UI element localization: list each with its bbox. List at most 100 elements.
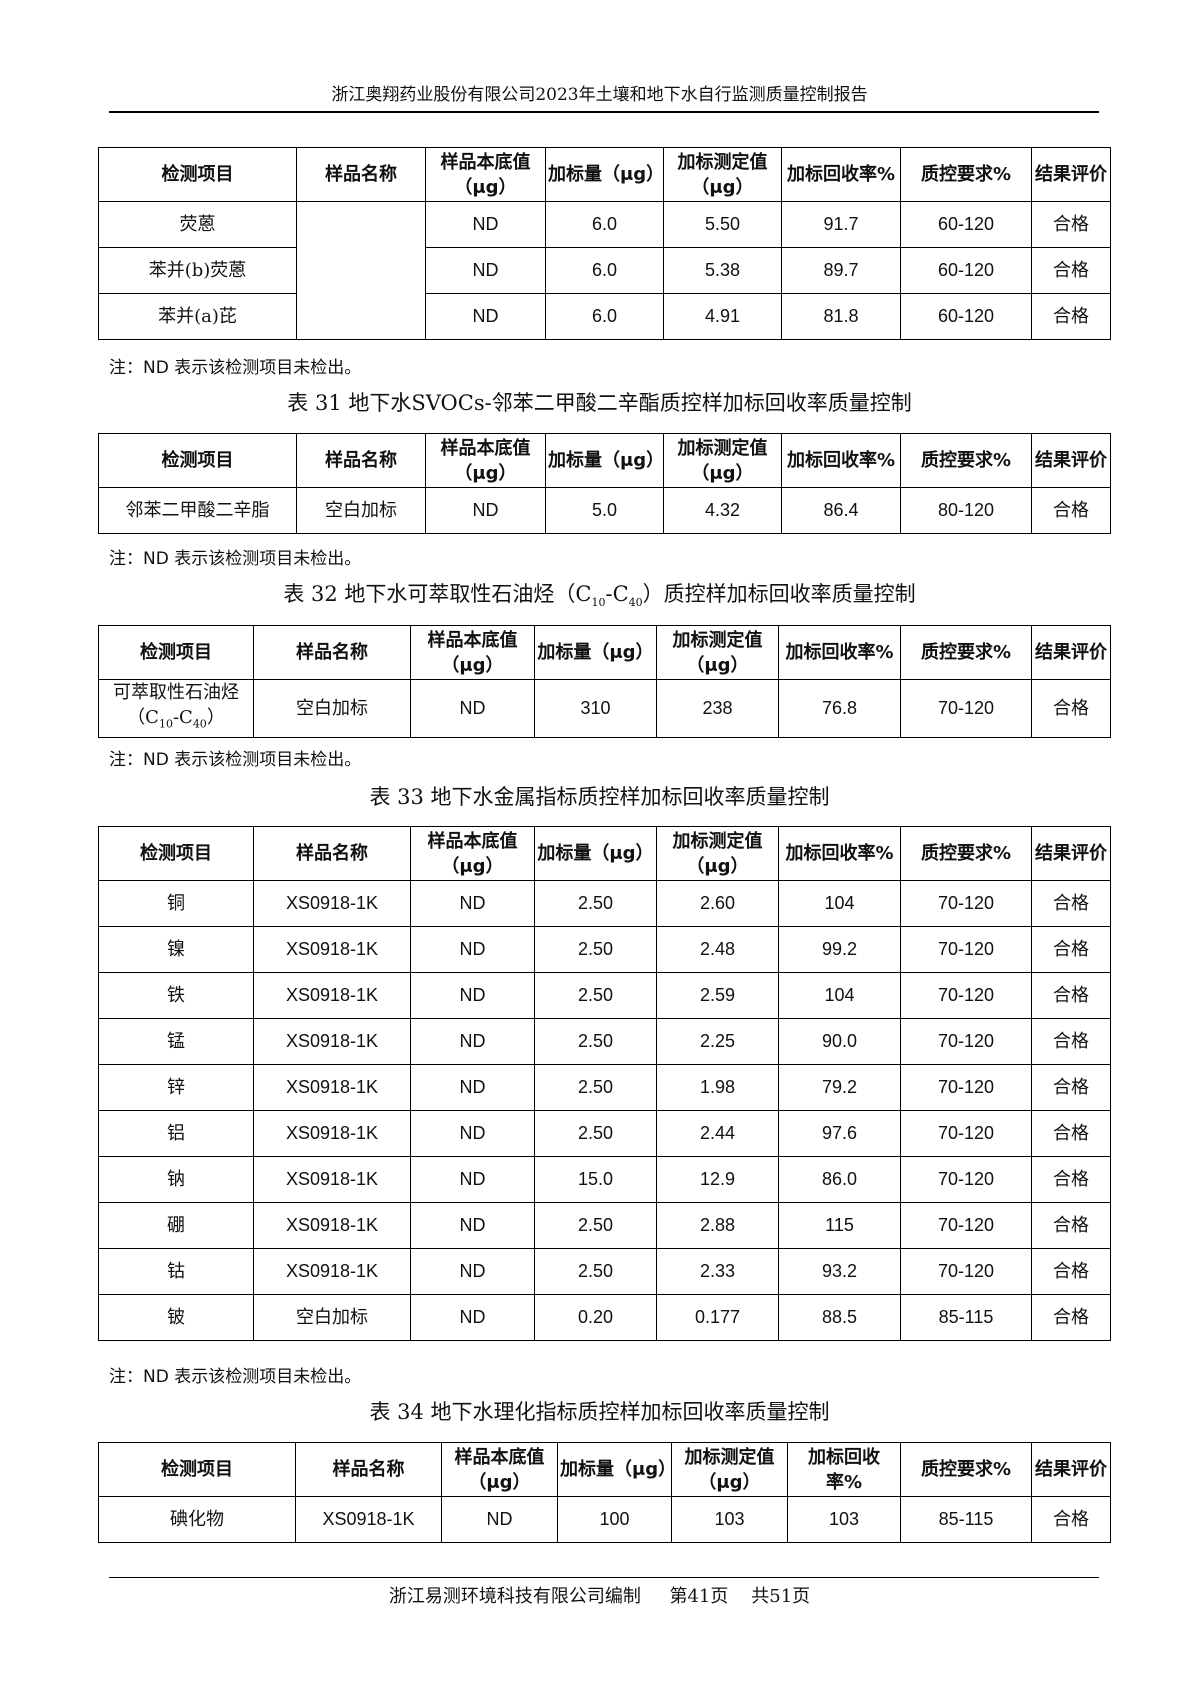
table-cell: 93.2 <box>778 1248 901 1295</box>
table-cell: 荧蒽 <box>98 201 297 248</box>
table-cell: 2.50 <box>534 1064 657 1111</box>
column-header: 结果评价 <box>1031 826 1111 881</box>
table-cell: 合格 <box>1031 972 1111 1019</box>
table-cell: 60-120 <box>900 293 1032 340</box>
table-cell: ND <box>410 1202 535 1249</box>
table-cell: ND <box>425 293 546 340</box>
table-cell: ND <box>410 972 535 1019</box>
column-header: 质控要求% <box>900 625 1032 680</box>
table-cell: 铜 <box>98 880 254 927</box>
table-row: 碘化物 XS0918-1K ND 100 103 103 85-115 合格 <box>98 1496 1111 1543</box>
table-cell: 合格 <box>1031 1018 1111 1065</box>
table-cell: ND <box>425 201 546 248</box>
table-cell: 钴 <box>98 1248 254 1295</box>
table-caption: 表 34 地下水理化指标质控样加标回收率质量控制 <box>369 1400 830 1424</box>
table-cell: 2.48 <box>656 926 779 973</box>
table-note: 注：ND 表示该检测项目未检出。 <box>109 549 362 569</box>
table-cell: 合格 <box>1031 1294 1111 1341</box>
column-header: 加标量（μg） <box>545 147 664 202</box>
table-cell: 铍 <box>98 1294 254 1341</box>
table-cell: 12.9 <box>656 1156 779 1203</box>
table-cell: 15.0 <box>534 1156 657 1203</box>
footer-page: 第41页 <box>669 1586 729 1607</box>
table-cell: 238 <box>656 679 779 738</box>
column-header: 结果评价 <box>1031 433 1111 488</box>
footer-rule <box>109 1577 1099 1578</box>
table-cell: 88.5 <box>778 1294 901 1341</box>
column-header: 加标回收率% <box>781 433 901 488</box>
table-row: 镍 XS0918-1K ND 2.50 2.48 99.2 70-120 合格 <box>98 926 1111 973</box>
table-cell: 85-115 <box>900 1496 1032 1543</box>
qc-table: 检测项目 样品名称 样品本底值（μg） 加标量（μg） 加标测定值（μg） 加标回收率% 质… <box>98 826 1111 1341</box>
table-cell: ND <box>425 487 546 534</box>
table-cell: 碘化物 <box>98 1496 296 1543</box>
table-cell: 铝 <box>98 1110 254 1157</box>
column-header: 加标量（μg） <box>557 1442 676 1497</box>
column-header: 加标量（μg） <box>545 433 664 488</box>
table-cell: 空白加标 <box>296 487 426 534</box>
table-cell: 2.59 <box>656 972 779 1019</box>
table-cell: 2.88 <box>656 1202 779 1249</box>
text-part: -C <box>172 707 193 728</box>
qc-table: 检测项目 样品名称 样品本底值（μg） 加标量（μg） 加标测定值（μg） 加标回收率% 质… <box>98 147 1111 340</box>
table-row: 铁 XS0918-1K ND 2.50 2.59 104 70-120 合格 <box>98 972 1111 1019</box>
table-cell: 2.50 <box>534 1018 657 1065</box>
table-cell: 合格 <box>1031 293 1111 340</box>
column-header: 检测项目 <box>98 826 254 881</box>
table-cell: 2.50 <box>534 1110 657 1157</box>
column-header: 质控要求% <box>900 826 1032 881</box>
table-row: 钠 XS0918-1K ND 15.0 12.9 86.0 70-120 合格 <box>98 1156 1111 1203</box>
table-cell: 70-120 <box>900 1156 1032 1203</box>
table-cell: ND <box>410 679 535 738</box>
table-cell: 镍 <box>98 926 254 973</box>
table-cell: 104 <box>778 880 901 927</box>
column-header: 结果评价 <box>1031 147 1111 202</box>
text-part: 10 <box>158 717 173 731</box>
table-cell: ND <box>410 1018 535 1065</box>
table-cell: 100 <box>557 1496 672 1543</box>
table-cell: XS0918-1K <box>253 972 411 1019</box>
table-cell: 1.98 <box>656 1064 779 1111</box>
table-cell: 锰 <box>98 1018 254 1065</box>
table-cell: 97.6 <box>778 1110 901 1157</box>
table-cell: 0.177 <box>656 1294 779 1341</box>
column-header: 样品名称 <box>253 826 411 881</box>
table-cell: 115 <box>778 1202 901 1249</box>
table-cell: 6.0 <box>545 247 664 294</box>
column-header: 样品名称 <box>295 1442 442 1497</box>
text-part: ） <box>206 707 225 728</box>
table-row: 锌 XS0918-1K ND 2.50 1.98 79.2 70-120 合格 <box>98 1064 1111 1111</box>
table-cell: ND <box>410 926 535 973</box>
column-header: 加标测定值（μg） <box>656 625 779 680</box>
text-part: 40 <box>628 596 643 610</box>
column-header: 样品本底值（μg） <box>425 147 546 202</box>
table-cell: 70-120 <box>900 972 1032 1019</box>
table-row: 可萃取性石油烃（C10-C40） 空白加标 ND 310 238 76.8 70-120 合格 <box>98 679 1111 738</box>
column-header: 样品本底值（μg） <box>410 826 535 881</box>
table-caption: 表 31 地下水SVOCs-邻苯二甲酸二辛酯质控样加标回收率质量控制 <box>287 391 912 415</box>
table-cell: 铁 <box>98 972 254 1019</box>
table-cell: 2.60 <box>656 880 779 927</box>
table-cell: 70-120 <box>900 1018 1032 1065</box>
column-header: 样品名称 <box>296 147 426 202</box>
table-cell: 70-120 <box>900 926 1032 973</box>
table-cell: XS0918-1K <box>295 1496 442 1543</box>
table-note: 注：ND 表示该检测项目未检出。 <box>109 750 362 770</box>
table-cell: 合格 <box>1031 679 1111 738</box>
table-cell: 76.8 <box>778 679 901 738</box>
table-row: 铝 XS0918-1K ND 2.50 2.44 97.6 70-120 合格 <box>98 1110 1111 1157</box>
table-row: 硼 XS0918-1K ND 2.50 2.88 115 70-120 合格 <box>98 1202 1111 1249</box>
column-header: 加标量（μg） <box>534 625 657 680</box>
column-header: 样品名称 <box>253 625 411 680</box>
table-cell: 2.50 <box>534 1202 657 1249</box>
table-cell: 90.0 <box>778 1018 901 1065</box>
column-header: 加标量（μg） <box>534 826 657 881</box>
text-part: -C <box>605 582 629 606</box>
table-row: 铍空白加标 ND 0.20 0.177 88.5 85-115 合格 <box>98 1294 1111 1341</box>
table-cell: 空白加标 <box>253 679 411 738</box>
table-cell: 5.0 <box>545 487 664 534</box>
table-cell: 70-120 <box>900 1202 1032 1249</box>
table-cell: XS0918-1K <box>253 880 411 927</box>
column-header: 结果评价 <box>1031 625 1111 680</box>
table-cell: 91.7 <box>781 201 901 248</box>
